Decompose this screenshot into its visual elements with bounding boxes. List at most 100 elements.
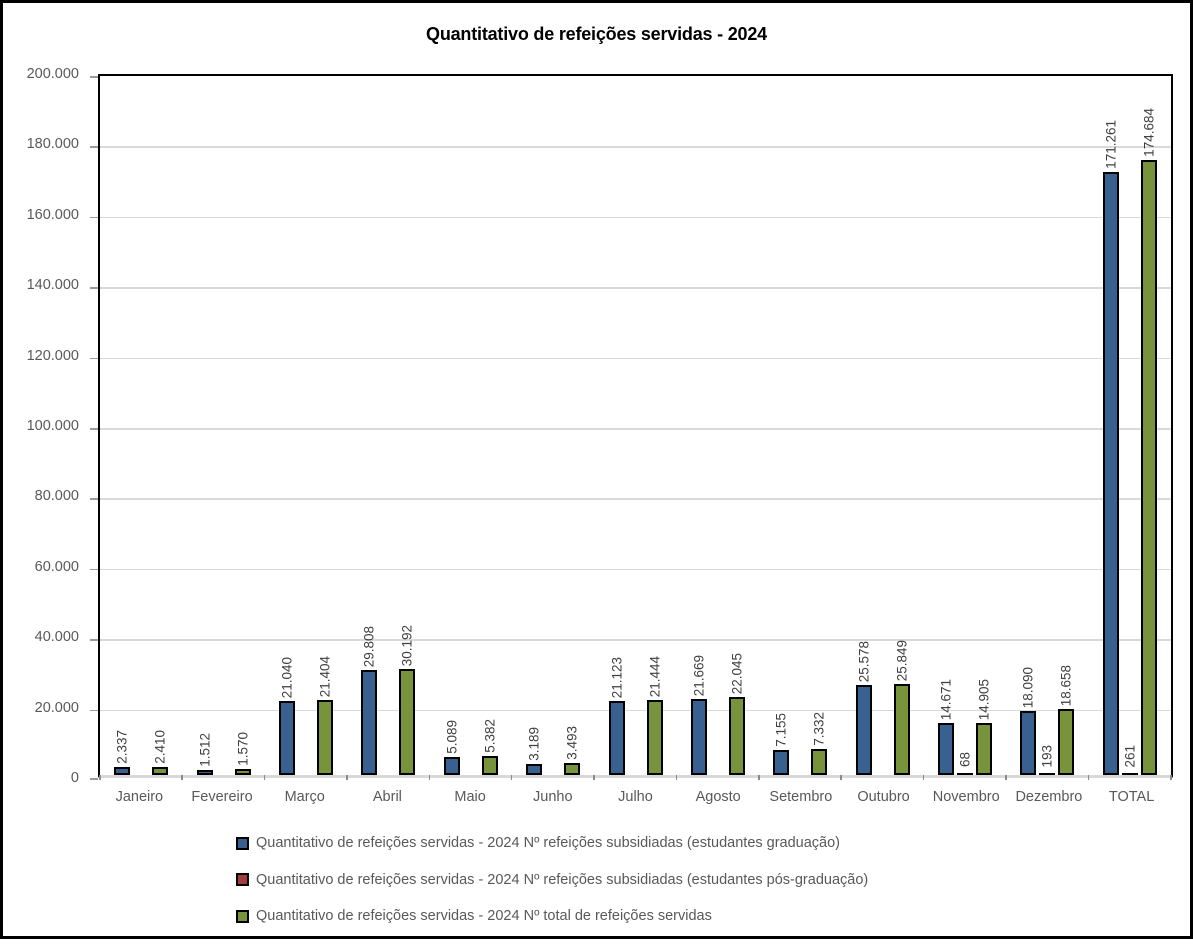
y-axis-label: 0 (70, 770, 79, 786)
y-axis-tick (90, 709, 98, 712)
bar-value-label: 2.337 (114, 730, 130, 764)
x-axis-tick (675, 775, 678, 780)
y-axis-tick (90, 76, 98, 78)
bar-group-fevereiro: 1.512 1.570 (182, 76, 264, 775)
x-axis-tick (1087, 775, 1090, 780)
bar-value-label: 5.089 (444, 720, 459, 754)
x-axis-label-fevereiro: Fevereiro (191, 789, 253, 805)
x-axis-tick (922, 775, 925, 780)
x-axis-label-julho: Julho (618, 789, 653, 805)
x-axis-tick (840, 775, 842, 780)
bar-value-label: 3.189 (526, 727, 542, 761)
bar-value-label: 21.669 (691, 654, 707, 696)
bar-value-label: 21.040 (279, 656, 295, 698)
bar-series1-maio: 5.089 (443, 720, 460, 775)
legend-item-series1: Quantitativo de refeições servidas - 202… (236, 834, 868, 852)
x-axis-label-junho: Junho (533, 789, 573, 805)
legend-marker-icon (236, 873, 249, 886)
bar-series3-janeiro: 2.410 (152, 730, 169, 775)
x-axis-tick (1005, 775, 1007, 780)
legend-marker-icon (236, 909, 249, 923)
bar-value-label: 171.261 (1103, 120, 1119, 169)
x-axis-tick (593, 775, 595, 780)
legend-item-series2: Quantitativo de refeições servidas - 202… (236, 871, 868, 889)
x-axis-label-abril: Abril (372, 789, 402, 805)
x-axis-tick (510, 775, 513, 780)
bar-series1-janeiro: 2.337 (114, 730, 131, 775)
legend-label: Quantitativo de refeições servidas - 202… (256, 871, 869, 888)
x-axis-label-março: Março (284, 789, 325, 805)
bar-group-setembro: 7.155 7.332 (759, 76, 841, 775)
bar-value-label: 1.512 (196, 733, 212, 767)
bar-series3-dezembro: 18.658 (1058, 665, 1075, 775)
bar-group-total: 171.261 261 174.684 (1089, 76, 1171, 775)
x-axis-label-total: TOTAL (1108, 789, 1155, 805)
bar-value-label: 29.808 (361, 625, 377, 667)
y-axis-tick (90, 428, 98, 430)
y-axis-label: 40.000 (34, 629, 79, 646)
y-axis-tick (90, 639, 98, 641)
gridline (100, 568, 1171, 571)
gridline (100, 357, 1171, 360)
bar-value-label: 21.123 (608, 656, 624, 698)
plot-area: 2.337 2.410 1.512 1.570 21.040 21.404 29.808 30… (90, 74, 1173, 780)
bar-series3-junho: 3.493 (564, 726, 581, 775)
gridline (100, 709, 1171, 712)
bar-value-label: 7.332 (811, 712, 827, 746)
bar-value-label: 21.404 (317, 655, 333, 697)
bar-value-label: 25.578 (855, 640, 871, 682)
chart-title: Quantitativo de refeições servidas - 202… (426, 24, 767, 44)
bar-value-label: 14.905 (976, 678, 992, 720)
y-axis-label: 80.000 (34, 488, 79, 505)
bar-value-label: 5.382 (482, 719, 497, 753)
bar-group-julho: 21.123 21.444 (594, 76, 676, 775)
bar-series1-abril: 29.808 (361, 626, 378, 775)
bar-value-label: 261 (1122, 744, 1138, 768)
bar-series3-novembro: 14.905 (976, 679, 993, 775)
gridline (100, 287, 1171, 289)
bar-series3-outubro: 25.849 (893, 640, 910, 775)
bar-series1-setembro: 7.155 (773, 713, 790, 775)
x-axis-tick (181, 775, 183, 780)
bar-value-label: 18.658 (1058, 664, 1074, 706)
bar-value-label: 174.684 (1141, 108, 1157, 157)
y-axis-tick (90, 778, 98, 780)
gridline (100, 498, 1171, 500)
bar-value-label: 193 (1039, 744, 1055, 768)
bar-series3-setembro: 7.332 (811, 712, 828, 775)
y-axis-tick (90, 568, 98, 571)
gridline (100, 639, 1171, 641)
bar-value-label: 25.849 (893, 639, 909, 681)
bar-series3-março: 21.404 (316, 656, 333, 775)
x-axis-tick (758, 775, 760, 780)
x-axis-label-janeiro: Janeiro (115, 789, 164, 805)
x-axis-label-dezembro: Dezembro (1015, 789, 1083, 805)
y-axis-tick (90, 287, 98, 289)
bar-series1-agosto: 21.669 (690, 655, 707, 775)
y-axis-label: 100.000 (26, 418, 79, 434)
legend-item-series3: Quantitativo de refeições servidas - 202… (236, 907, 868, 925)
bar-series1-novembro: 14.671 (938, 679, 955, 775)
bar-series1-outubro: 25.578 (855, 641, 872, 775)
bar-value-label: 7.155 (773, 713, 789, 747)
x-axis-tick (263, 775, 266, 780)
bar-series3-abril: 30.192 (399, 625, 416, 775)
bar-group-março: 21.040 21.404 (265, 76, 347, 775)
bar-value-label: 30.192 (399, 624, 415, 666)
bar-group-outubro: 25.578 25.849 (842, 76, 924, 775)
x-axis-label-outubro: Outubro (857, 789, 910, 805)
bar-value-label: 1.570 (234, 732, 250, 766)
legend-marker-icon (236, 836, 249, 850)
bar-group-novembro: 14.671 68 14.905 (924, 76, 1006, 775)
y-axis-label: 20.000 (34, 699, 79, 716)
x-axis-tick (99, 775, 101, 780)
x-axis-tick (346, 775, 348, 780)
bar-group-maio: 5.089 5.382 (430, 76, 512, 775)
y-axis-label: 200.000 (26, 66, 79, 82)
bar-series3-agosto: 22.045 (728, 653, 745, 775)
bar-series3-fevereiro: 1.570 (234, 732, 251, 775)
y-axis-tick (90, 216, 98, 219)
bar-value-label: 3.493 (564, 726, 580, 760)
x-axis-label-novembro: Novembro (932, 789, 1000, 805)
